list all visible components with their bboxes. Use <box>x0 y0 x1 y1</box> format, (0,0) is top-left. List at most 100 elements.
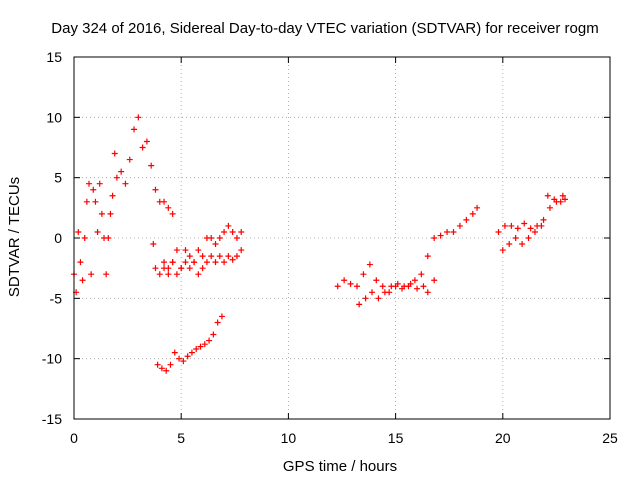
data-point <box>369 289 376 296</box>
data-point <box>165 265 172 272</box>
data-point <box>216 253 223 260</box>
x-tick-label: 10 <box>281 430 297 446</box>
data-point <box>362 295 369 302</box>
data-point <box>208 253 215 260</box>
y-tick-label: 15 <box>46 49 62 65</box>
data-point <box>191 259 198 266</box>
x-axis-label: GPS time / hours <box>283 458 397 475</box>
data-point <box>195 247 202 254</box>
data-point <box>347 280 354 287</box>
data-point <box>169 259 176 266</box>
data-point <box>203 259 210 266</box>
data-point <box>193 346 200 353</box>
data-point <box>394 280 401 287</box>
data-point <box>525 235 532 241</box>
data-point <box>437 232 444 239</box>
y-tick-label: -10 <box>42 351 62 367</box>
y-tick-label: -15 <box>42 411 62 427</box>
data-point <box>79 277 86 284</box>
y-tick-label: -5 <box>50 290 63 306</box>
data-point <box>373 277 380 284</box>
data-point <box>424 253 431 260</box>
data-point <box>199 253 206 260</box>
x-tick-label: 20 <box>495 430 511 446</box>
data-point <box>109 192 116 199</box>
series-1 <box>103 114 176 278</box>
data-point <box>163 367 170 374</box>
data-point <box>176 355 183 362</box>
data-point <box>165 204 172 211</box>
data-point <box>118 168 125 175</box>
data-point <box>354 283 361 290</box>
data-point <box>180 358 187 365</box>
data-point <box>139 144 146 151</box>
data-point <box>521 220 528 227</box>
data-point <box>178 265 185 272</box>
data-point <box>501 222 508 229</box>
y-axis-label: SDTVAR / TECUs <box>6 177 23 297</box>
data-point <box>508 222 515 229</box>
data-point <box>238 247 245 254</box>
data-point <box>341 277 348 284</box>
data-point <box>156 271 163 278</box>
data-point <box>418 271 425 278</box>
data-point <box>77 259 84 266</box>
series-4 <box>154 313 225 374</box>
data-point <box>225 253 232 260</box>
data-point <box>98 210 105 217</box>
data-point <box>221 228 228 235</box>
data-point <box>169 210 176 217</box>
data-point <box>201 341 208 348</box>
data-point <box>161 198 168 205</box>
data-point <box>407 280 414 287</box>
data-point <box>540 216 547 223</box>
data-point <box>135 114 142 121</box>
data-point <box>411 277 418 284</box>
data-point <box>551 196 558 203</box>
data-point <box>229 228 236 235</box>
data-point <box>499 247 506 254</box>
data-point <box>414 285 421 292</box>
data-point <box>444 228 451 235</box>
data-point <box>212 259 219 266</box>
data-point <box>474 204 481 211</box>
data-point <box>197 343 204 350</box>
data-point <box>388 283 395 290</box>
data-point <box>225 222 232 229</box>
data-point <box>152 265 159 272</box>
data-point <box>557 198 564 205</box>
data-point <box>401 283 408 290</box>
data-point <box>182 259 189 266</box>
data-point <box>238 228 245 235</box>
data-point <box>544 192 551 199</box>
data-point <box>469 210 476 217</box>
data-point <box>107 210 114 217</box>
data-point <box>94 228 101 235</box>
data-point <box>152 186 159 193</box>
x-tick-label: 25 <box>602 430 618 446</box>
data-point <box>519 241 526 248</box>
data-point <box>111 150 118 157</box>
data-point <box>131 126 138 133</box>
data-series <box>71 114 568 374</box>
data-point <box>83 198 90 205</box>
series-6 <box>356 277 438 308</box>
data-point <box>424 289 431 296</box>
data-point <box>233 253 240 260</box>
data-point <box>379 283 386 290</box>
series-3 <box>161 247 245 278</box>
data-point <box>538 222 545 229</box>
y-tick-label: 0 <box>54 230 62 246</box>
data-point <box>113 174 120 181</box>
data-point <box>75 228 82 235</box>
x-tick-label: 0 <box>70 430 78 446</box>
data-point <box>171 349 178 356</box>
data-point <box>86 180 93 187</box>
grid-lines <box>74 57 610 419</box>
data-point <box>126 156 133 163</box>
data-point <box>212 241 219 248</box>
data-point <box>531 228 538 235</box>
data-point <box>165 271 172 278</box>
data-point <box>122 180 129 187</box>
